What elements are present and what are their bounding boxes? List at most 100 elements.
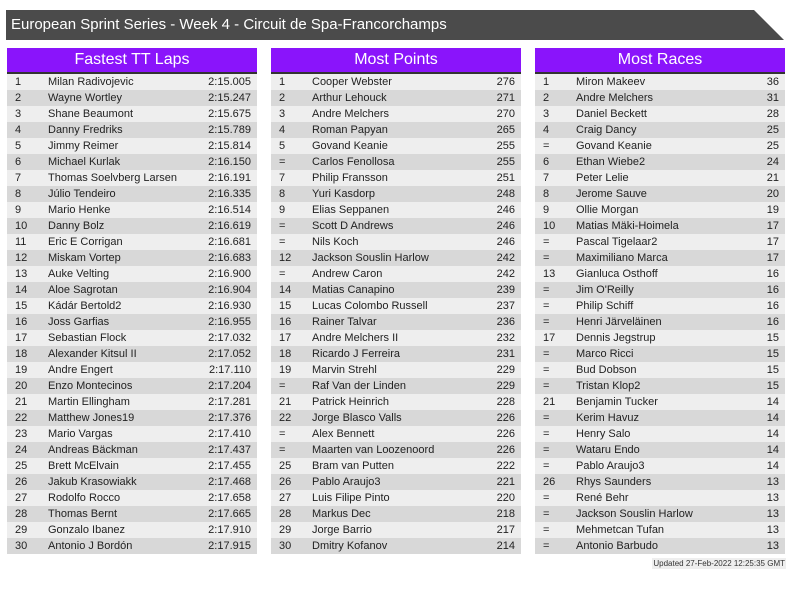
rank-cell: 1 [543, 76, 550, 88]
driver-name-cell: Martin Ellingham [48, 396, 130, 408]
rank-cell: 9 [279, 204, 286, 216]
driver-name-cell: Benjamin Tucker [576, 396, 658, 408]
table-row: = Henri Järveläinen 16 [535, 314, 785, 330]
table-row: 2 Arthur Lehouck 271 [271, 90, 521, 106]
value-cell: 2:15.675 [208, 108, 251, 120]
rank-cell: = [543, 300, 550, 312]
value-cell: 237 [496, 300, 515, 312]
rank-cell: 23 [15, 428, 28, 440]
table-body: 1 Milan Radivojevic 2:15.005 2 Wayne Wortley… [7, 74, 257, 554]
value-cell: 13 [766, 524, 779, 536]
rank-cell: = [543, 140, 550, 152]
updated-timestamp: Updated 27-Feb-2022 12:25:35 GMT [652, 558, 786, 569]
rank-cell: = [543, 364, 550, 376]
value-cell: 2:17.376 [208, 412, 251, 424]
rank-cell: 13 [543, 268, 556, 280]
rank-cell: = [543, 524, 550, 536]
driver-name-cell: Ethan Wiebe2 [576, 156, 646, 168]
rank-cell: 27 [15, 492, 28, 504]
table-row: 1 Miron Makeev 36 [535, 74, 785, 90]
table-row: 1 Cooper Webster 276 [271, 74, 521, 90]
table-row: 16 Rainer Talvar 236 [271, 314, 521, 330]
table-row: 13 Gianluca Osthoff 16 [535, 266, 785, 282]
table-row: 30 Dmitry Kofanov 214 [271, 538, 521, 554]
driver-name-cell: Andreas Bäckman [48, 444, 138, 456]
value-cell: 36 [766, 76, 779, 88]
table-row: 2 Wayne Wortley 2:15.247 [7, 90, 257, 106]
most-races-table: Most Races 1 Miron Makeev 36 2 Andre Melcher… [535, 48, 785, 554]
driver-name-cell: Gianluca Osthoff [576, 268, 658, 280]
table-row: 2 Andre Melchers 31 [535, 90, 785, 106]
table-row: = Kerim Havuz 14 [535, 410, 785, 426]
driver-name-cell: Jorge Blasco Valls [312, 412, 402, 424]
driver-name-cell: Thomas Soelvberg Larsen [48, 172, 178, 184]
value-cell: 2:17.910 [208, 524, 251, 536]
value-cell: 242 [496, 252, 515, 264]
table-row: 24 Andreas Bäckman 2:17.437 [7, 442, 257, 458]
table-row: 7 Peter Lelie 21 [535, 170, 785, 186]
value-cell: 2:16.900 [208, 268, 251, 280]
driver-name-cell: Dennis Jegstrup [576, 332, 656, 344]
table-row: 26 Rhys Saunders 13 [535, 474, 785, 490]
table-row: 10 Matias Mäki-Hoimela 17 [535, 218, 785, 234]
table-row: 27 Rodolfo Rocco 2:17.658 [7, 490, 257, 506]
rank-cell: = [543, 508, 550, 520]
value-cell: 13 [766, 540, 779, 552]
rank-cell: 3 [279, 108, 286, 120]
driver-name-cell: Maximiliano Marca [576, 252, 668, 264]
table-row: 7 Thomas Soelvberg Larsen 2:16.191 [7, 170, 257, 186]
value-cell: 15 [766, 380, 779, 392]
value-cell: 16 [766, 316, 779, 328]
rank-cell: 4 [543, 124, 550, 136]
value-cell: 15 [766, 332, 779, 344]
rank-cell: 2 [279, 92, 286, 104]
table-row: 29 Gonzalo Ibanez 2:17.910 [7, 522, 257, 538]
value-cell: 2:16.681 [208, 236, 251, 248]
table-row: = Andrew Caron 242 [271, 266, 521, 282]
value-cell: 222 [496, 460, 515, 472]
value-cell: 2:15.005 [208, 76, 251, 88]
rank-cell: 16 [15, 316, 28, 328]
rank-cell: 26 [279, 476, 292, 488]
driver-name-cell: Alex Bennett [312, 428, 375, 440]
table-row: = Nils Koch 246 [271, 234, 521, 250]
driver-name-cell: Tristan Klop2 [576, 380, 641, 392]
driver-name-cell: Aloe Sagrotan [48, 284, 118, 296]
driver-name-cell: Kerim Havuz [576, 412, 639, 424]
table-row: = Henry Salo 14 [535, 426, 785, 442]
value-cell: 21 [766, 172, 779, 184]
rank-cell: 29 [279, 524, 292, 536]
table-row: 9 Mario Henke 2:16.514 [7, 202, 257, 218]
rank-cell: 6 [15, 156, 22, 168]
value-cell: 14 [766, 396, 779, 408]
table-row: 16 Joss Garfias 2:16.955 [7, 314, 257, 330]
driver-name-cell: Gonzalo Ibanez [48, 524, 126, 536]
table-row: 19 Marvin Strehl 229 [271, 362, 521, 378]
value-cell: 13 [766, 476, 779, 488]
driver-name-cell: Mehmetcan Tufan [576, 524, 665, 536]
table-row: 19 Andre Engert 2:17.110 [7, 362, 257, 378]
driver-name-cell: Milan Radivojevic [48, 76, 134, 88]
driver-name-cell: Bram van Putten [312, 460, 394, 472]
rank-cell: = [543, 284, 550, 296]
page-title: European Sprint Series - Week 4 - Circui… [11, 16, 447, 33]
rank-cell: = [543, 492, 550, 504]
table-row: 11 Eric E Corrigan 2:16.681 [7, 234, 257, 250]
value-cell: 2:17.204 [208, 380, 251, 392]
driver-name-cell: Govand Keanie [576, 140, 652, 152]
driver-name-cell: Andrew Caron [312, 268, 383, 280]
rank-cell: 22 [279, 412, 292, 424]
value-cell: 25 [766, 140, 779, 152]
table-header: Most Races [535, 48, 785, 74]
table-row: 6 Michael Kurlak 2:16.150 [7, 154, 257, 170]
table-row: 8 Yuri Kasdorp 248 [271, 186, 521, 202]
driver-name-cell: Govand Keanie [312, 140, 388, 152]
table-row: = Tristan Klop2 15 [535, 378, 785, 394]
value-cell: 2:17.032 [208, 332, 251, 344]
driver-name-cell: Shane Beaumont [48, 108, 134, 120]
value-cell: 2:16.619 [208, 220, 251, 232]
rank-cell: 4 [15, 124, 22, 136]
table-row: 21 Benjamin Tucker 14 [535, 394, 785, 410]
rank-cell: 17 [15, 332, 28, 344]
driver-name-cell: Auke Velting [48, 268, 110, 280]
